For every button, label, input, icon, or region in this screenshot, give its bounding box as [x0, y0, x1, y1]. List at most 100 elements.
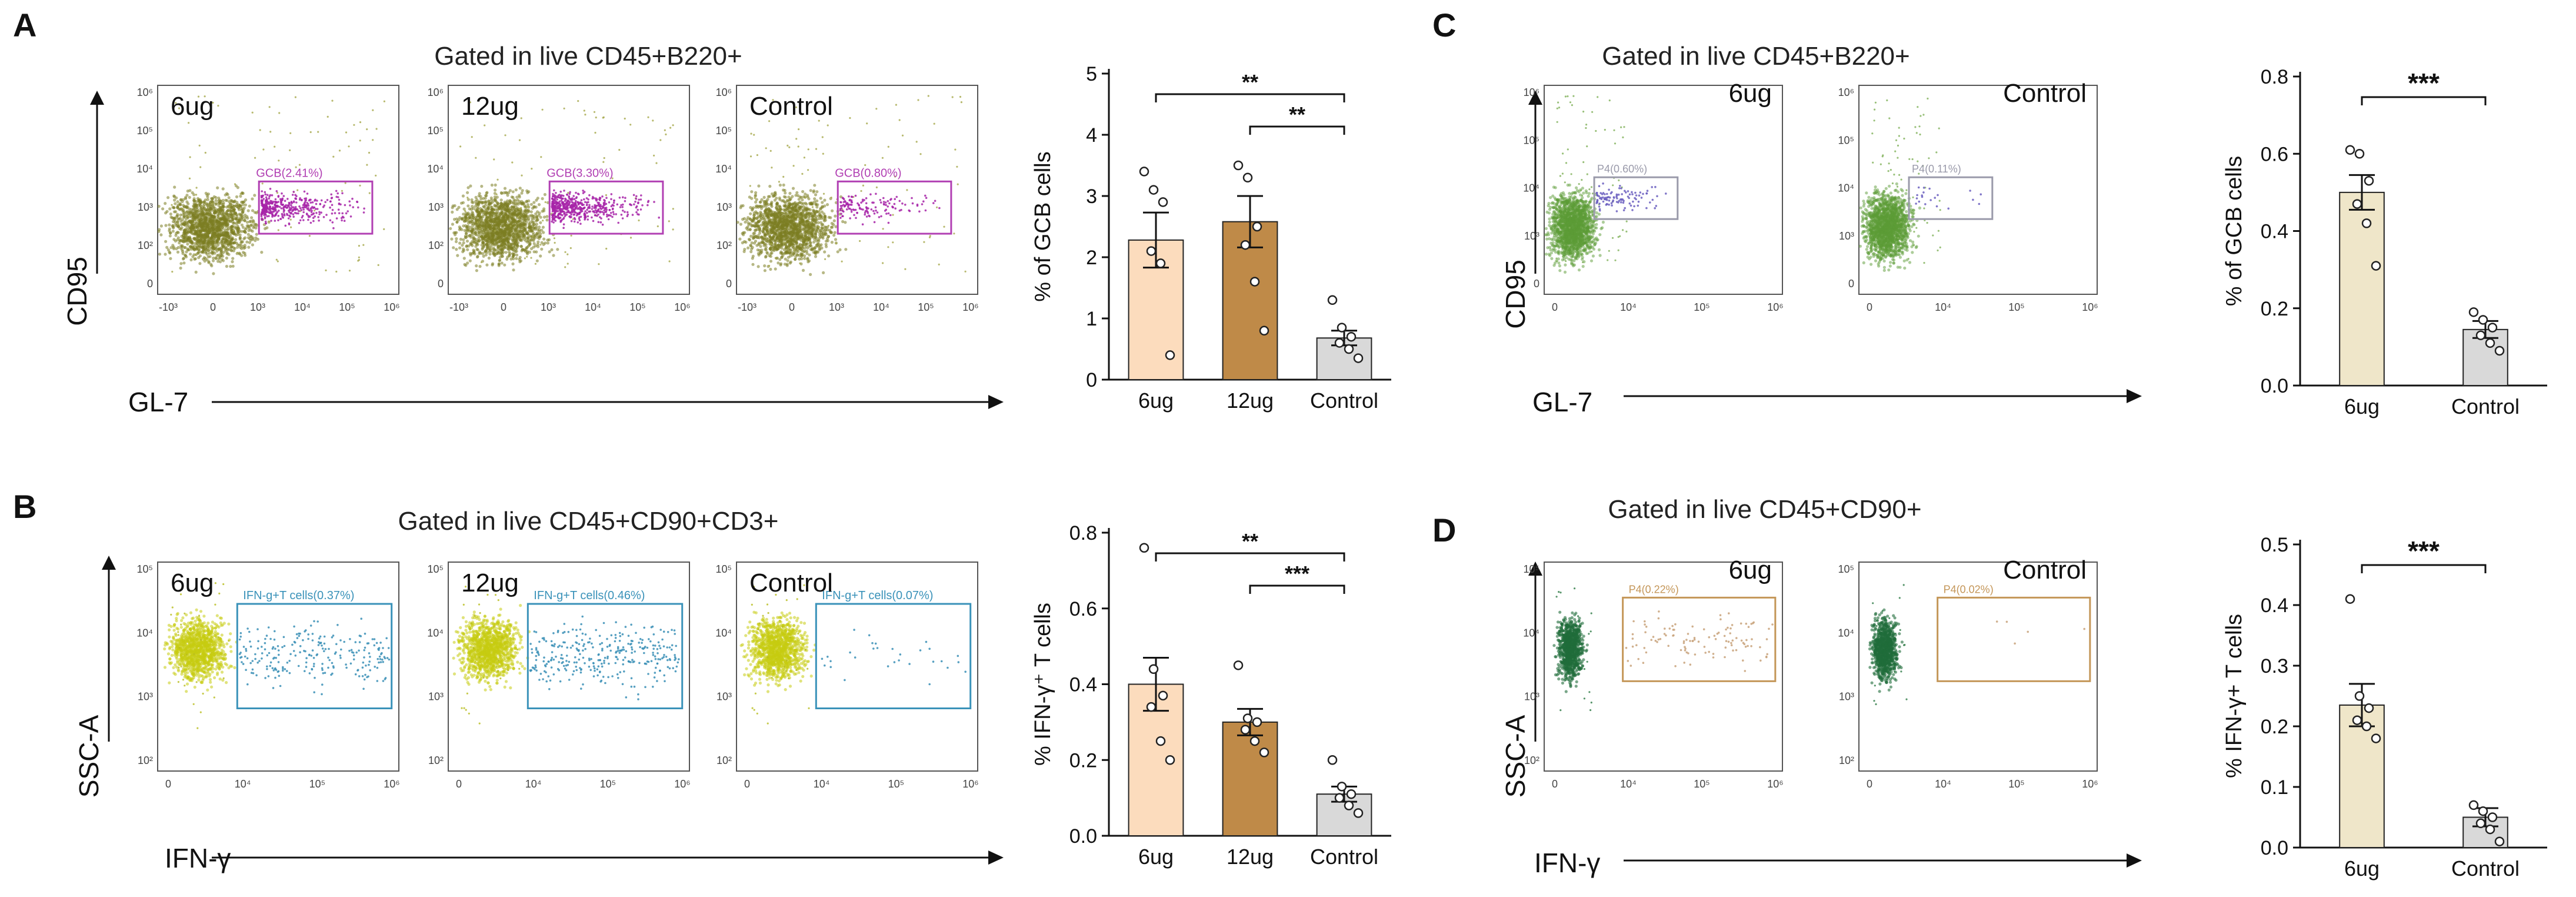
data-point — [1346, 331, 1357, 342]
flow-y-tick: 10³ — [1839, 691, 1854, 703]
flow-x-tick: 10⁵ — [629, 301, 645, 313]
data-point — [2485, 824, 2495, 835]
flow-events — [1868, 584, 2085, 706]
flow-y-tick: 10⁴ — [715, 627, 732, 639]
significance-bracket — [1155, 93, 1345, 102]
gate-label: GCB(0.80%) — [835, 167, 901, 180]
bar-y-axis-label: % of GCB cells — [2222, 156, 2247, 307]
data-point — [2475, 330, 2486, 340]
flow-x-tick: 10⁶ — [1767, 778, 1783, 790]
flow-y-tick: 10³ — [428, 201, 444, 213]
data-point — [2361, 721, 2372, 732]
flow-x-tick: 10⁵ — [888, 778, 904, 790]
flow-plot-6ug: IFN-g+T cells(0.37%) 6ug 10⁵ 10⁴ 10³ 10² 0 10⁴ 1… — [136, 562, 400, 790]
data-point — [1139, 543, 1149, 553]
data-point — [1242, 172, 1253, 183]
bar-category-label: 12ug — [1227, 845, 1274, 869]
flow-x-tick: 0 — [1867, 301, 1872, 313]
flow-x-tick: 10³ — [541, 301, 556, 313]
flow-y-tick: 10⁵ — [428, 125, 444, 137]
bar-y-axis-label: % of GCB cells — [1031, 151, 1055, 302]
flow-x-axis-label: GL-7 — [128, 387, 188, 417]
data-point — [2361, 218, 2372, 228]
flow-x-tick: 0 — [1552, 778, 1558, 790]
bar-y-tick-label: 0.0 — [1069, 825, 1097, 848]
flow-x-tick: 10⁵ — [2008, 778, 2024, 790]
flow-x-tick: -10³ — [738, 301, 757, 313]
sample-label: 6ug — [1729, 556, 1772, 584]
flow-x-tick: 10⁶ — [384, 301, 399, 313]
x-axis-arrowhead — [2127, 853, 2142, 868]
flow-y-tick: 10⁶ — [1838, 87, 1854, 98]
flow-x-tick: 10⁶ — [1767, 301, 1783, 313]
data-point — [2354, 691, 2365, 701]
flow-events — [452, 584, 680, 725]
data-point — [1353, 353, 1364, 363]
data-point — [1259, 747, 1269, 758]
bar-category-label: 6ug — [2344, 394, 2380, 418]
flow-plot-Control: IFN-g+T cells(0.07%)Control 10⁵ 10⁴ 10³ 10² 0… — [715, 562, 979, 790]
significance-label: *** — [1285, 562, 1309, 586]
flow-x-tick: 10⁵ — [600, 778, 616, 790]
bar-y-tick-label: 0.2 — [2261, 298, 2288, 320]
flow-plot-6ug: P4(0.60%) 6ug 10⁶ 10⁵ 10⁴ 10³ 0 0 10⁴ 10⁵ 10⁶ — [1523, 79, 1783, 313]
data-point — [1240, 725, 1251, 735]
data-point — [2487, 812, 2498, 822]
bar-y-tick-label: 0.3 — [2261, 655, 2288, 677]
data-point — [1233, 160, 1244, 171]
sample-label: Control — [749, 569, 833, 597]
sample-label: Control — [749, 92, 833, 121]
data-point — [2494, 345, 2505, 356]
x-axis-arrowhead — [988, 851, 1004, 865]
data-point — [2468, 307, 2479, 317]
significance-label: ** — [1242, 529, 1258, 553]
significance-label: ** — [1242, 70, 1258, 94]
panel-letter: A — [13, 6, 36, 44]
gate-rectangle — [526, 603, 684, 709]
flow-x-tick: 10³ — [250, 301, 265, 313]
flow-x-tick: 10⁶ — [384, 778, 399, 790]
bar-chart-A: % of GCB cells 0 1 2 3 4 5 6ug 12ug Control ** ** — [1031, 63, 1391, 413]
flow-x-tick: 0 — [789, 301, 795, 313]
gate-rectangle — [236, 603, 393, 709]
data-point — [1334, 793, 1345, 803]
flow-events — [1858, 97, 1982, 272]
gate-label: P4(0.02%) — [1944, 583, 1994, 595]
flow-events — [1552, 587, 1774, 712]
data-point — [2485, 338, 2495, 348]
y-axis-arrowhead — [90, 91, 104, 105]
flow-x-tick: 10⁶ — [674, 778, 690, 790]
flow-events — [157, 95, 386, 275]
significance-bracket — [1249, 584, 1345, 594]
bar-y-tick-label: 0.6 — [2261, 143, 2288, 165]
gate-title: Gated in live CD45+B220+ — [1602, 42, 1909, 71]
flow-y-tick: 10⁶ — [137, 87, 153, 98]
gate-label: GCB(3.30%) — [546, 167, 613, 180]
sample-label: 12ug — [461, 569, 519, 597]
flow-x-tick: 10⁴ — [585, 301, 601, 313]
flow-x-tick: 10⁵ — [339, 301, 355, 313]
flow-x-tick: 10⁶ — [2082, 301, 2098, 313]
flow-x-tick: 0 — [744, 778, 750, 790]
bar-y-tick-label: 0 — [1086, 369, 1097, 391]
bar-y-axis-label: % IFN-γ⁺ T cells — [1031, 603, 1055, 766]
bar-6ug — [2339, 191, 2385, 386]
flow-plot-frame — [1858, 85, 2098, 295]
flow-y-tick: 10³ — [1524, 691, 1539, 703]
flow-y-tick: 10³ — [1839, 230, 1854, 242]
flow-y-tick: 10² — [428, 755, 444, 766]
data-point — [2364, 703, 2374, 713]
bar-y-tick-label: 0.4 — [1069, 674, 1097, 696]
sample-label: Control — [2003, 556, 2087, 584]
flow-plot-6ug: GCB(2.41%) 6ug 10⁶ 10⁵ 10⁴ 10³ 10² 0 -10³ 0 10³ 10⁴… — [136, 85, 400, 313]
data-point — [1344, 800, 1354, 810]
flow-y-tick: 10² — [717, 755, 732, 766]
data-point — [2487, 323, 2498, 333]
flow-y-axis-label: SSC-A — [1500, 715, 1531, 798]
data-point — [1259, 325, 1269, 336]
flow-plot-frame — [448, 562, 690, 772]
flow-y-tick: 10³ — [717, 201, 732, 213]
flow-x-tick: -10³ — [159, 301, 178, 313]
flow-y-tick: 0 — [438, 278, 444, 290]
